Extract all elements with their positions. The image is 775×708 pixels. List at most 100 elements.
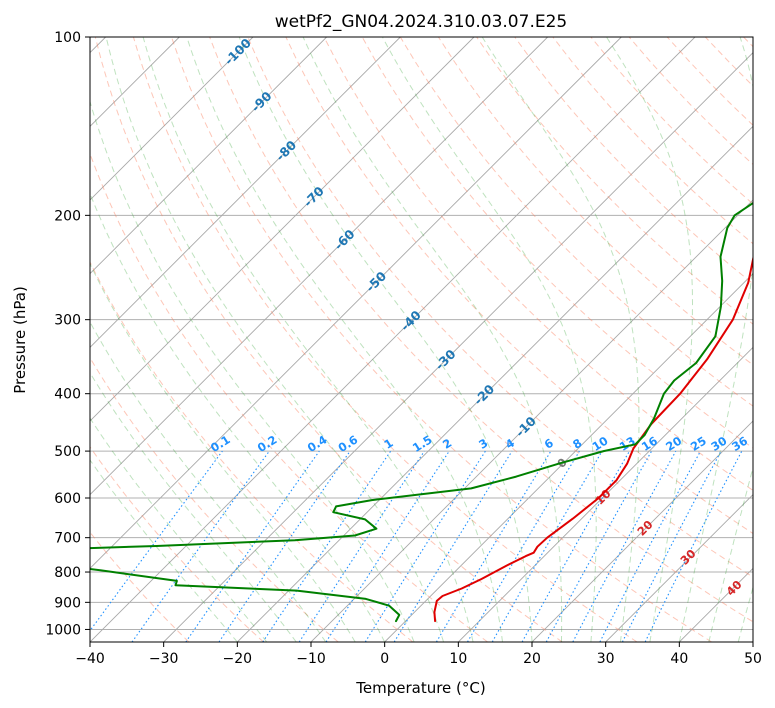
y-tick-label: 1000 (45, 622, 81, 638)
mixing-ratio-line (599, 450, 701, 642)
dry-adiabat-line (704, 37, 753, 87)
moist-adiabat-line (90, 99, 415, 642)
dry-adiabat-line (743, 37, 753, 48)
moist-adiabat-line (90, 459, 238, 642)
dry-adiabat-line (552, 37, 753, 245)
x-tick-label: 20 (523, 651, 541, 667)
dry-adiabat-line (90, 260, 414, 642)
mixing-ratio-label: 0.4 (305, 432, 330, 455)
isotherm-label: -70 (300, 183, 327, 210)
mixing-ratio-label: 6 (542, 436, 556, 452)
dry-adiabat-line (171, 37, 712, 642)
isotherm-line (90, 37, 622, 569)
mixing-ratio-label: 0.1 (208, 432, 233, 455)
y-axis-label: Pressure (hPa) (11, 286, 29, 394)
isotherm-line (679, 567, 753, 642)
dry-adiabat-line (323, 37, 753, 491)
moist-adiabat-line (186, 37, 503, 642)
isotherm-line (90, 37, 327, 275)
x-tick-label: −30 (149, 651, 179, 667)
dry-adiabat-line (94, 37, 563, 642)
moist-adiabat-line (142, 37, 474, 642)
isotherm-line (605, 494, 753, 642)
isotherm-label: -10 (512, 413, 539, 440)
moist-adiabat-line (481, 37, 640, 642)
x-tick-label: −10 (296, 651, 326, 667)
mixing-ratio-line (364, 450, 486, 642)
y-tick-label: 100 (54, 30, 81, 46)
mixing-ratio-label: 0.6 (336, 432, 361, 455)
y-tick-label: 300 (54, 313, 81, 329)
isotherm-line (163, 52, 753, 642)
moist-adiabat-line (708, 465, 753, 642)
isotherm-label: -50 (363, 268, 390, 295)
moist-adiabat-line (238, 37, 533, 642)
dry-adiabat-line (209, 37, 753, 623)
x-tick-label: 40 (670, 651, 688, 667)
moist-adiabat-line (90, 417, 268, 642)
dry-adiabat-line (247, 37, 753, 578)
y-tick-label: 900 (54, 595, 81, 611)
isotherm-line (384, 273, 753, 642)
isotherm-label: -20 (471, 381, 498, 408)
moist-adiabat-line (606, 37, 693, 642)
isotherm-label: -30 (432, 346, 459, 373)
moist-adiabat-line (302, 37, 563, 642)
isotherm-label: -40 (397, 307, 424, 334)
mixing-ratio-label: 1.5 (410, 432, 435, 455)
plot-frame (89, 36, 754, 643)
moist-adiabat-line (737, 585, 753, 642)
y-tick-label: 500 (54, 444, 81, 460)
moist-adiabat-line (90, 262, 356, 642)
moist-adiabat-label: 20 (634, 517, 655, 538)
y-tick-label: 700 (54, 531, 81, 547)
x-tick-label: −40 (75, 651, 105, 667)
mixing-ratio-line (572, 450, 677, 642)
mixing-ratio-label: 0.2 (255, 432, 280, 455)
isotherm-line (90, 37, 696, 642)
mixing-ratio-line (90, 450, 223, 632)
dry-adiabat-line (476, 37, 753, 325)
temperature-profile-line (433, 254, 753, 623)
dry-adiabat-line (90, 446, 264, 642)
y-tick-label: 800 (54, 565, 81, 581)
y-tick-label: 200 (54, 208, 81, 224)
mixing-ratio-line (644, 450, 743, 642)
moist-adiabat-line (105, 37, 445, 642)
moist-adiabat-line (90, 321, 327, 642)
moist-adiabat-line (381, 37, 597, 642)
moist-adiabat-line (90, 371, 297, 642)
x-tick-label: 50 (744, 651, 762, 667)
dewpoint-profile-line (90, 201, 753, 623)
dry-adiabat-line (285, 37, 753, 535)
isotherm-line (90, 37, 548, 496)
mixing-ratio-line (545, 450, 653, 642)
dry-adiabat-line (132, 37, 638, 642)
mixing-ratio-label: 8 (570, 436, 584, 452)
isotherm-label: -90 (248, 88, 275, 115)
mixing-ratio-line (185, 450, 320, 642)
mixing-ratio-line (298, 450, 425, 642)
mixing-ratio-line (325, 450, 450, 642)
isotherm-label: -60 (331, 226, 358, 253)
x-tick-label: −20 (223, 651, 253, 667)
x-tick-label: 10 (449, 651, 467, 667)
x-tick-label: 30 (597, 651, 615, 667)
moist-adiabat-label: 30 (677, 546, 698, 567)
moist-adiabat-line (678, 37, 753, 642)
y-tick-label: 600 (54, 491, 81, 507)
chart-title: wetPf2_GN04.2024.310.03.07.E25 (275, 12, 567, 32)
mixing-ratio-line (131, 450, 270, 642)
isotherm-line (310, 199, 753, 642)
isotherm-line (752, 641, 753, 642)
y-tick-label: 400 (54, 387, 81, 403)
isotherm-line (90, 37, 401, 348)
dry-adiabat-line (90, 356, 339, 642)
mixing-ratio-line (262, 450, 392, 642)
moist-adiabat-label: 40 (723, 577, 744, 598)
mixing-ratio-line (521, 450, 630, 642)
isotherm-label: -80 (273, 137, 300, 164)
dry-adiabat-line (437, 37, 753, 366)
dry-adiabat-line (90, 152, 488, 642)
